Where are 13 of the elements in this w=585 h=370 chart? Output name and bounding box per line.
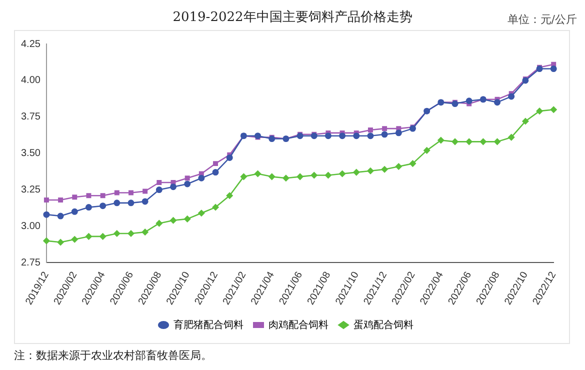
- y-tick-label: 3.75: [20, 112, 41, 123]
- y-tick-label: 3.50: [20, 148, 41, 160]
- y-tick-label: 3.25: [20, 184, 41, 196]
- y-tick-label: 4.25: [20, 38, 41, 50]
- legend-label: 育肥猪配合饲料: [174, 318, 244, 331]
- text: 注：数据来源于农业农村部畜牧兽医局。: [14, 348, 212, 363]
- text: 单位：元/公斤: [507, 12, 577, 27]
- chart-title: 2019-2022年中国主要饲料产品价格走势: [172, 10, 412, 25]
- y-tick-label: 3.00: [20, 220, 41, 232]
- y-tick-label: 2.75: [20, 257, 41, 268]
- legend-label: 蛋鸡配合饲料: [354, 318, 414, 331]
- y-tick-label: 4.00: [20, 75, 41, 86]
- legend-label: 肉鸡配合饲料: [268, 318, 328, 331]
